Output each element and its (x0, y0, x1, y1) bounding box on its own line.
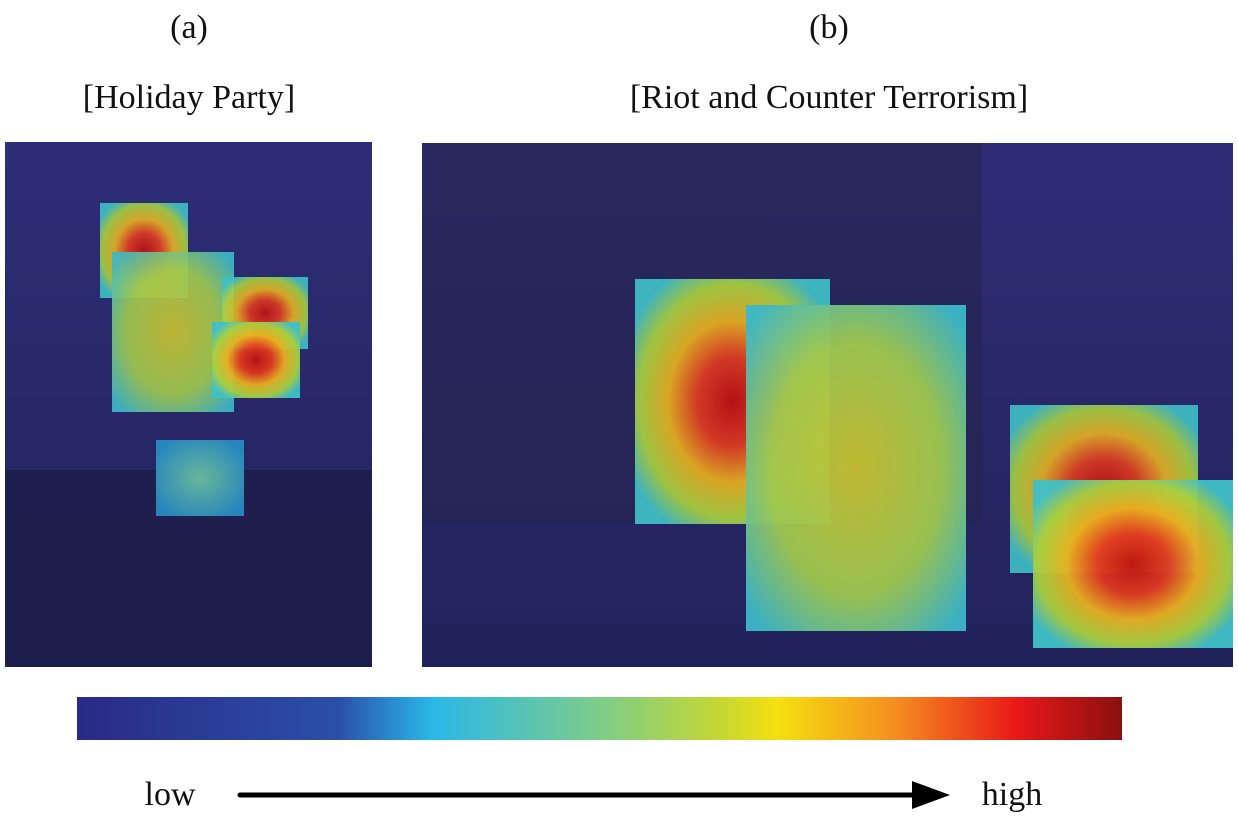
panel-caption: [Holiday Party] (83, 79, 295, 116)
panel-label: (b) (809, 9, 849, 46)
panel-caption: [Riot and Counter Terrorism] (630, 79, 1028, 116)
arrow (237, 781, 950, 809)
panel-label: (a) (170, 9, 208, 46)
colorbar-high: high (982, 776, 1042, 813)
colorbar (77, 697, 1122, 740)
panel-b-image (422, 143, 1233, 667)
panel-a-image (5, 142, 372, 667)
colorbar-low: low (145, 776, 196, 813)
